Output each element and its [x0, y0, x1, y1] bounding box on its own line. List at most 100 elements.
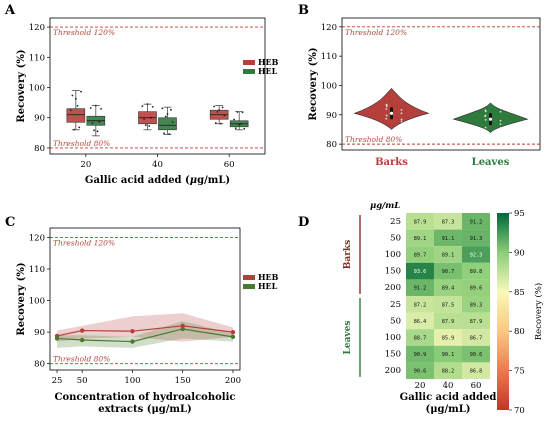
column-label: 40 [443, 381, 454, 391]
colorbar-tick-label: 85 [514, 288, 525, 298]
violin-point [385, 104, 388, 107]
heatmap-cell [434, 329, 462, 346]
panel-c: 80 90 100 110 120 Threshold 120% Threshold 80%… [5, 215, 279, 415]
heatmap-cell [462, 345, 490, 363]
heatmap-cell [434, 296, 462, 313]
legend-label: HEL [258, 66, 278, 76]
box-point [166, 113, 169, 115]
box-point [214, 122, 217, 124]
heatmap-cell-value: 89.1 [442, 253, 455, 259]
box-point [239, 123, 242, 125]
panel-d: Dμg/mL 87.9 87.3 91.2 25 89.1 91.1 91.3 50 89.7 89… [298, 201, 544, 416]
heatmap-cell-value: 86.4 [414, 319, 427, 325]
panel-b: 80 90 100 110 120 Threshold 120% Threshold 80%… [298, 3, 541, 168]
box-point [94, 104, 97, 107]
heatmap-cell-value: 89.4 [442, 286, 455, 292]
point-hel [54, 336, 60, 341]
point-heb [130, 328, 135, 334]
heatmap-cell-value: 86.7 [470, 336, 483, 342]
violin-point [385, 114, 388, 117]
legend-label: HEL [258, 281, 278, 291]
box-point [74, 97, 77, 100]
heatmap-cell-value: 90.9 [414, 352, 427, 358]
point-hel [230, 334, 236, 340]
legend-label: HEB [258, 57, 279, 67]
heatmap-cell-value: 87.5 [442, 302, 455, 308]
heatmap-cell [462, 279, 490, 296]
box-point [219, 122, 222, 125]
heatmap-cell [406, 246, 434, 263]
point-heb [180, 323, 185, 329]
violin-point [484, 126, 487, 129]
box-point [91, 122, 94, 125]
threshold-label: Threshold 80% [53, 355, 110, 364]
heatmap-cell-value: 90.7 [442, 269, 455, 275]
y-tick-label: 80 [34, 144, 45, 154]
heatmap-cell-value: 88.7 [414, 336, 427, 342]
box-point [168, 133, 171, 135]
column-label: 20 [415, 381, 426, 391]
y-tick-label: 120 [29, 23, 45, 33]
legend-swatch [243, 284, 255, 289]
y-tick-label: 100 [29, 84, 45, 94]
box-point [76, 104, 79, 107]
heatmap-cell [434, 246, 462, 263]
x-tick-label: 25 [52, 376, 63, 386]
heatmap-cell [434, 345, 462, 363]
x-tick-label: 150 [175, 376, 191, 386]
group-label: Barks [343, 240, 353, 269]
x-tick-label: 20 [80, 160, 91, 170]
heatmap-cell-value: 91.1 [442, 236, 455, 242]
heatmap-cell-value: 85.9 [442, 336, 455, 342]
heatmap-cell-value: 90.6 [414, 369, 427, 375]
heatmap-cell-value: 87.9 [470, 319, 483, 325]
violin-median-dot [389, 111, 394, 115]
y-tick-label: 120 [321, 23, 337, 33]
heatmap-cell [462, 329, 490, 346]
heatmap-cell [462, 312, 490, 330]
column-label: 60 [471, 381, 482, 391]
heatmap-cell [434, 229, 462, 247]
box-point [221, 106, 224, 109]
violin-point [400, 120, 403, 123]
box-point [243, 127, 246, 130]
box-point [148, 125, 151, 127]
box-point [216, 110, 219, 113]
box-point [164, 115, 167, 118]
y-tick-label: 90 [34, 328, 45, 338]
heatmap-cell [434, 262, 462, 280]
y-tick-label: 100 [321, 81, 337, 91]
y-axis-label: Recovery (%) [16, 262, 27, 335]
y-tick-label: 100 [29, 297, 45, 307]
colorbar-tick-label: 80 [514, 327, 525, 337]
box-point [218, 109, 221, 112]
box-point [213, 105, 215, 108]
x-axis-label: Gallic acid added (μg/mL) [85, 175, 230, 186]
box-point [238, 124, 241, 126]
y-tick-label: 120 [29, 233, 45, 243]
threshold-label: Threshold 80% [53, 139, 110, 148]
threshold-label: Threshold 120% [53, 238, 115, 247]
heatmap-cell [462, 246, 490, 263]
heatmap-cell [434, 213, 462, 230]
y-tick-label: 80 [326, 140, 337, 150]
y-axis-label: Recovery (%) [16, 49, 27, 122]
box-point [100, 107, 102, 110]
box-hel [158, 117, 177, 131]
y-tick-label: 110 [29, 265, 45, 275]
box-point [236, 111, 239, 113]
box-point [80, 90, 82, 93]
panel-letter: D [298, 215, 309, 230]
violin-point [484, 118, 487, 121]
row-label: 100 [385, 333, 401, 343]
box-point [171, 121, 174, 123]
box-point [150, 116, 152, 119]
x-axis-label-line-1: Gallic acid added [400, 392, 497, 403]
x-tick-label: 200 [225, 376, 241, 386]
row-label: 50 [390, 316, 401, 326]
box-point [146, 103, 149, 106]
heatmap-cell [406, 213, 434, 230]
box-point [71, 94, 74, 97]
violin-point [400, 108, 403, 111]
box-point [78, 126, 81, 129]
